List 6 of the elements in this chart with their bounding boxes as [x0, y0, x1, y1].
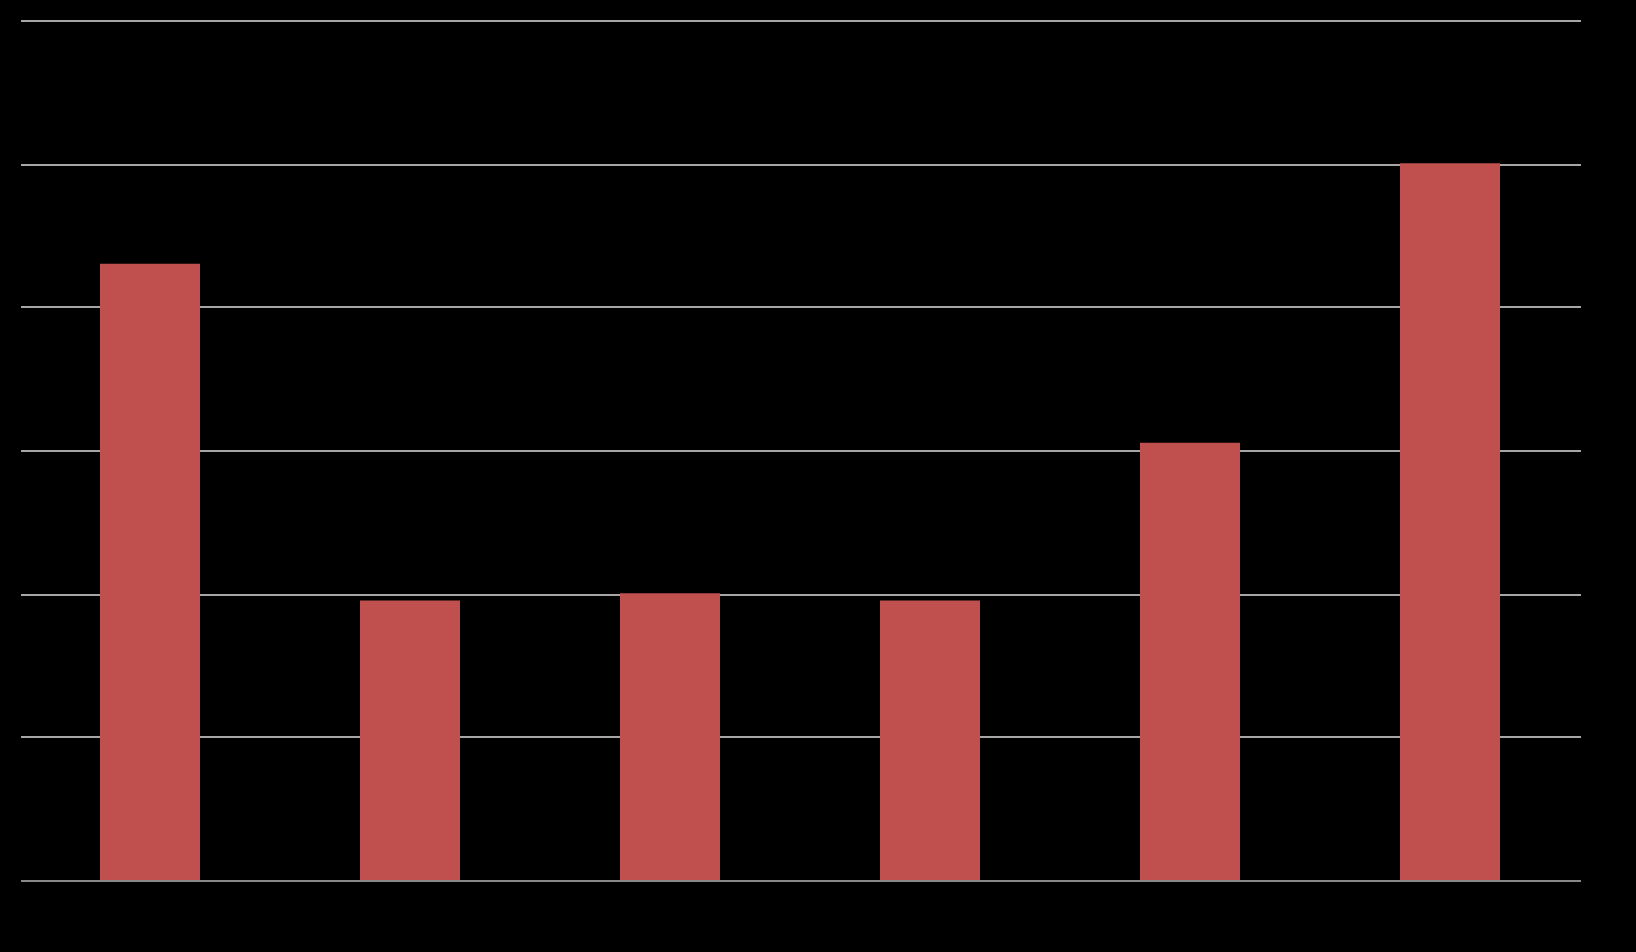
bar	[360, 600, 460, 880]
bar	[100, 263, 200, 880]
bar	[1400, 163, 1500, 880]
bar	[1140, 442, 1240, 880]
bar	[880, 600, 980, 880]
bar	[620, 593, 720, 880]
